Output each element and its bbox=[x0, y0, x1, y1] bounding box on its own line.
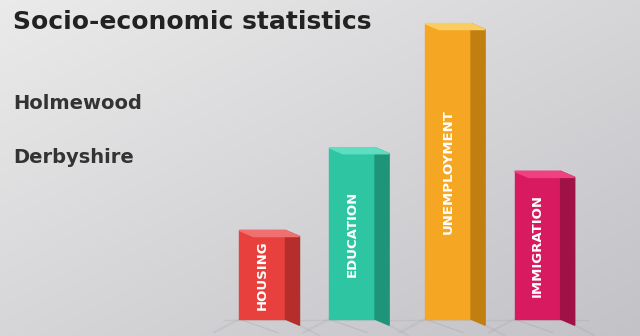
Text: EDUCATION: EDUCATION bbox=[346, 190, 358, 277]
Polygon shape bbox=[375, 148, 389, 325]
Text: Derbyshire: Derbyshire bbox=[13, 148, 134, 167]
Text: HOUSING: HOUSING bbox=[256, 240, 269, 310]
Polygon shape bbox=[515, 171, 561, 319]
Text: IMMIGRATION: IMMIGRATION bbox=[531, 194, 544, 297]
Polygon shape bbox=[239, 230, 285, 319]
Polygon shape bbox=[285, 230, 300, 325]
Polygon shape bbox=[425, 24, 485, 30]
Text: UNEMPLOYMENT: UNEMPLOYMENT bbox=[442, 109, 454, 234]
Polygon shape bbox=[239, 230, 300, 237]
Text: Socio-economic statistics: Socio-economic statistics bbox=[13, 10, 371, 34]
Polygon shape bbox=[329, 148, 375, 319]
Polygon shape bbox=[561, 171, 575, 325]
Polygon shape bbox=[425, 24, 471, 319]
Text: Holmewood: Holmewood bbox=[13, 94, 141, 113]
Polygon shape bbox=[329, 148, 389, 154]
Polygon shape bbox=[471, 24, 485, 325]
Polygon shape bbox=[515, 171, 575, 177]
